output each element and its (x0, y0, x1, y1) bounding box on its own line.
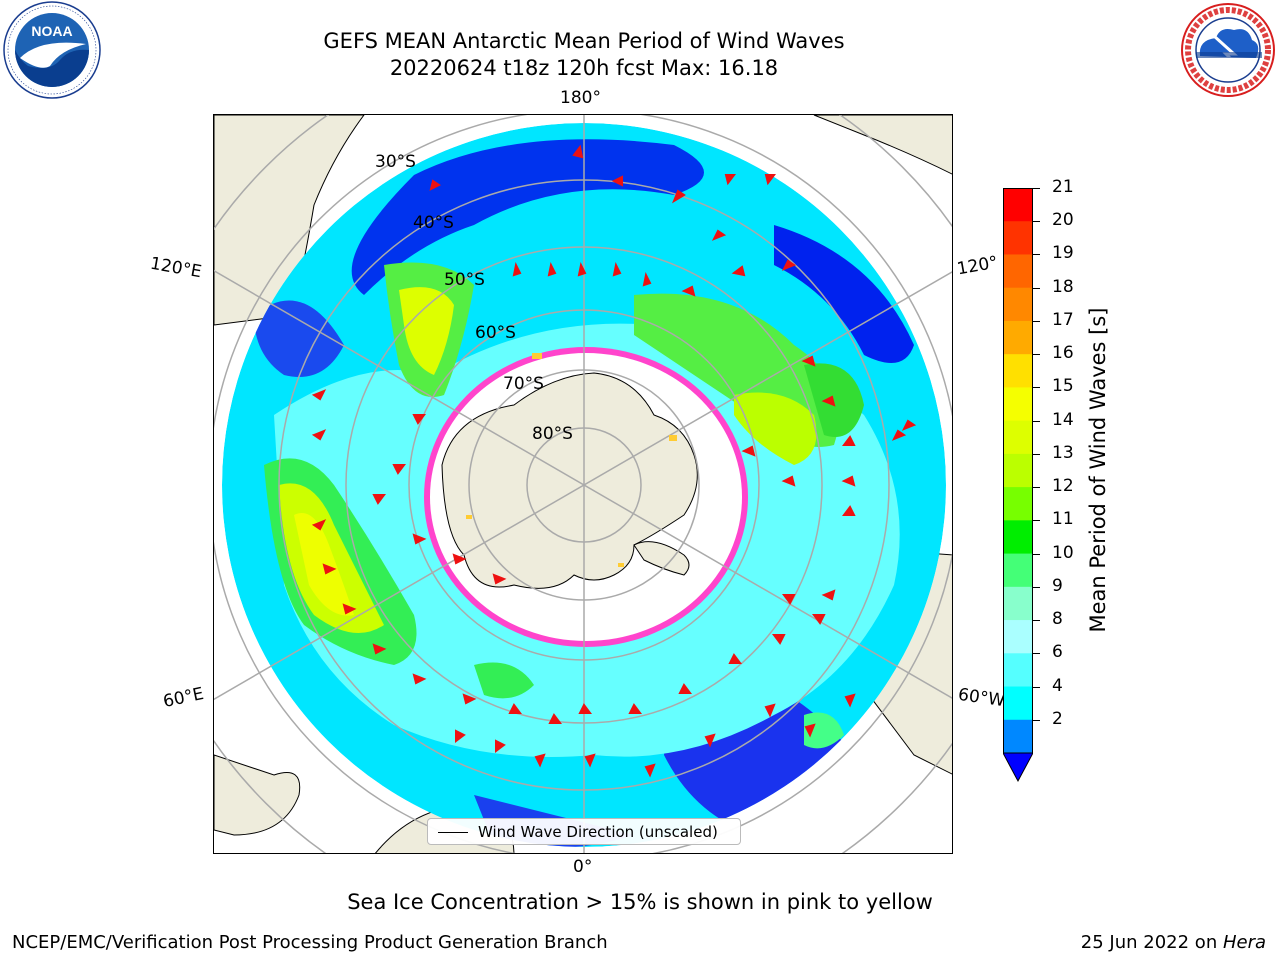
colorbar-tick-label: 16 (1052, 343, 1074, 364)
colorbar-tick-mark (1033, 188, 1040, 189)
colorbar-tick-mark (1033, 653, 1040, 655)
colorbar-swatch (1003, 586, 1033, 621)
noaa-logo: NOAA (3, 1, 101, 99)
noaa-logo-text: NOAA (31, 23, 72, 39)
colorbar-tick-mark (1033, 487, 1040, 489)
lon-label-180: 180° (560, 88, 601, 108)
colorbar-tick-mark (1033, 620, 1040, 622)
colorbar-swatch (1003, 520, 1033, 555)
colorbar-tick-label: 14 (1052, 409, 1074, 430)
map-panel (213, 114, 953, 854)
run-host: Hera (1222, 932, 1266, 953)
colorbar-tick-mark (1033, 553, 1040, 555)
colorbar-tick-label: 15 (1052, 376, 1074, 397)
colorbar-tick-mark (1033, 586, 1040, 588)
colorbar-swatch (1003, 487, 1033, 521)
colorbar-tick-mark (1033, 287, 1040, 289)
colorbar-tick-mark (1033, 254, 1040, 256)
colorbar-tick-label: 17 (1052, 309, 1074, 330)
colorbar-tick-mark (1033, 387, 1040, 389)
colorbar-tick-label: 12 (1052, 476, 1074, 497)
colorbar-swatch (1003, 387, 1033, 422)
colorbar-tick-mark (1033, 719, 1040, 721)
lat-label-50s: 50°S (444, 270, 485, 290)
colorbar-tick-mark (1033, 320, 1040, 322)
lat-label-40s: 40°S (413, 213, 454, 233)
colorbar-tick-mark (1033, 520, 1040, 522)
lon-label-60w: 60°W (956, 684, 1007, 712)
legend-label: Wind Wave Direction (unscaled) (478, 823, 718, 841)
colorbar (1002, 188, 1034, 783)
colorbar-tick-label: 8 (1052, 609, 1063, 630)
run-date-text: 25 Jun 2022 on (1080, 932, 1223, 953)
colorbar-tick-mark (1033, 686, 1040, 688)
chart-subtitle: 20220624 t18z 120h fcst Max: 16.18 (389, 56, 779, 80)
colorbar-tick-label: 20 (1052, 210, 1074, 231)
lon-label-120w: 120° (955, 252, 1000, 280)
colorbar-swatch (1003, 719, 1033, 754)
wind-wave-arrows (311, 144, 917, 778)
colorbar-swatch (1003, 420, 1033, 455)
colorbar-swatch (1003, 188, 1033, 222)
colorbar-extend-arrow (1002, 752, 1034, 783)
colorbar-tick-label: 19 (1052, 243, 1074, 264)
colorbar-tick-label: 6 (1052, 642, 1063, 663)
lon-label-0: 0° (573, 857, 593, 877)
colorbar-swatch (1003, 320, 1033, 355)
lat-label-30s: 30°S (375, 152, 416, 172)
legend-line-swatch (438, 832, 468, 833)
colorbar-tick-mark (1033, 354, 1040, 356)
colorbar-swatch (1003, 653, 1033, 688)
colorbar-tick-label: 21 (1052, 177, 1074, 197)
colorbar-tick-label: 13 (1052, 442, 1074, 463)
credit-text: NCEP/EMC/Verification Post Processing Pr… (12, 932, 608, 953)
lat-label-60s: 60°S (475, 323, 516, 343)
polar-map (214, 115, 952, 853)
colorbar-tick-label: 9 (1052, 575, 1063, 596)
chart-title: GEFS MEAN Antarctic Mean Period of Wind … (323, 29, 845, 53)
sea-ice-specks (466, 353, 677, 567)
colorbar-swatch (1003, 254, 1033, 289)
colorbar-tick-mark (1033, 420, 1040, 422)
colorbar-swatch (1003, 553, 1033, 588)
colorbar-swatch (1003, 686, 1033, 721)
colorbar-tick-label: 18 (1052, 276, 1074, 297)
nws-logo (1181, 3, 1275, 97)
sea-ice-note: Sea Ice Concentration > 15% is shown in … (347, 890, 933, 914)
colorbar-swatch (1003, 620, 1033, 654)
colorbar-tick-mark (1033, 453, 1040, 455)
colorbar-swatch (1003, 453, 1033, 488)
colorbar-tick-label: 10 (1052, 542, 1074, 563)
lon-label-120e: 120°E (148, 253, 204, 283)
lat-label-80s: 80°S (532, 424, 573, 444)
run-date: 25 Jun 2022 on Hera (1081, 932, 1266, 953)
map-legend: Wind Wave Direction (unscaled) (427, 818, 741, 845)
colorbar-swatch (1003, 287, 1033, 322)
colorbar-swatch (1003, 221, 1033, 255)
colorbar-tick-label: 11 (1052, 509, 1074, 530)
colorbar-swatch (1003, 354, 1033, 388)
colorbar-tick-label: 2 (1052, 708, 1063, 729)
colorbar-tick-mark (1033, 221, 1040, 223)
graticule (214, 115, 952, 853)
lat-label-70s: 70°S (503, 374, 544, 394)
colorbar-label: Mean Period of Wind Waves [s] (1086, 307, 1110, 633)
lon-label-60e: 60°E (161, 683, 206, 713)
colorbar-tick-label: 4 (1052, 675, 1063, 696)
colorbar-swatches (1002, 188, 1034, 783)
colorbar-outline (1003, 188, 1033, 753)
